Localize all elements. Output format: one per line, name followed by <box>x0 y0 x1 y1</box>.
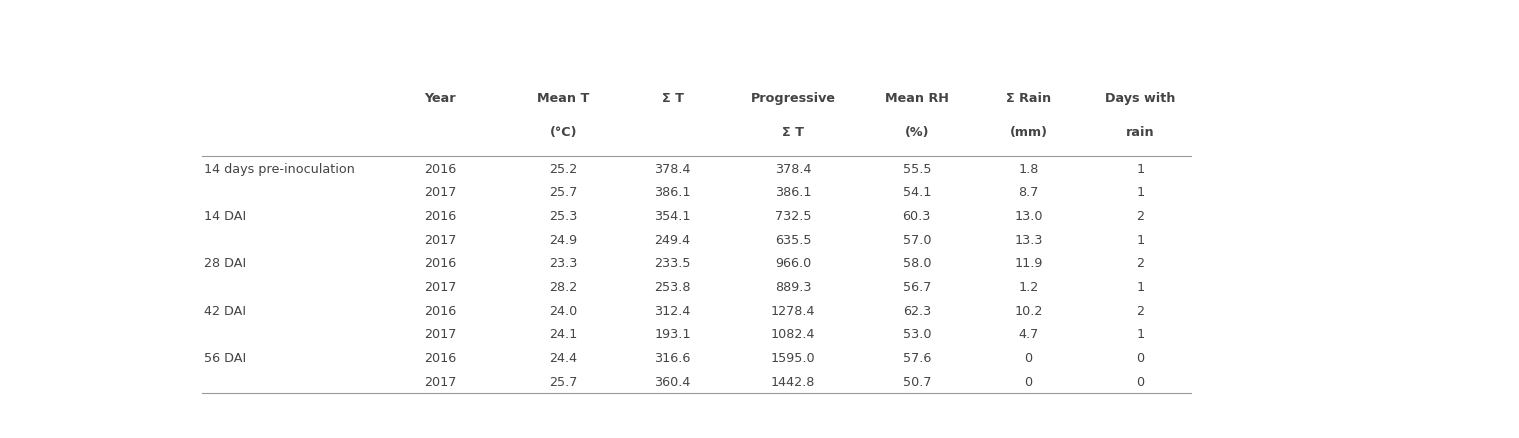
Text: 55.5: 55.5 <box>902 162 931 175</box>
Text: 635.5: 635.5 <box>775 233 811 246</box>
Text: 1.8: 1.8 <box>1018 162 1039 175</box>
Text: Days with: Days with <box>1106 92 1176 105</box>
Text: Mean T: Mean T <box>538 92 589 105</box>
Text: 732.5: 732.5 <box>775 210 811 223</box>
Text: 24.9: 24.9 <box>550 233 577 246</box>
Text: 193.1: 193.1 <box>655 328 691 341</box>
Text: 2016: 2016 <box>424 304 456 317</box>
Text: 56 DAI: 56 DAI <box>204 351 246 364</box>
Text: 24.0: 24.0 <box>550 304 577 317</box>
Text: 42 DAI: 42 DAI <box>204 304 246 317</box>
Text: 28.2: 28.2 <box>550 280 577 293</box>
Text: 50.7: 50.7 <box>902 375 931 388</box>
Text: 0: 0 <box>1136 351 1144 364</box>
Text: 1.2: 1.2 <box>1019 280 1039 293</box>
Text: 378.4: 378.4 <box>655 162 691 175</box>
Text: 386.1: 386.1 <box>775 186 811 199</box>
Text: 2: 2 <box>1136 210 1144 223</box>
Text: 2016: 2016 <box>424 162 456 175</box>
Text: 360.4: 360.4 <box>655 375 691 388</box>
Text: 2017: 2017 <box>424 280 457 293</box>
Text: 2: 2 <box>1136 304 1144 317</box>
Text: 966.0: 966.0 <box>775 257 811 270</box>
Text: (°C): (°C) <box>550 125 577 138</box>
Text: 13.0: 13.0 <box>1015 210 1044 223</box>
Text: 25.3: 25.3 <box>550 210 577 223</box>
Text: 312.4: 312.4 <box>655 304 691 317</box>
Text: 378.4: 378.4 <box>775 162 811 175</box>
Text: 1: 1 <box>1136 280 1144 293</box>
Text: 25.7: 25.7 <box>550 375 577 388</box>
Text: Σ Rain: Σ Rain <box>1006 92 1051 105</box>
Text: 25.7: 25.7 <box>550 186 577 199</box>
Text: 233.5: 233.5 <box>655 257 691 270</box>
Text: 62.3: 62.3 <box>902 304 931 317</box>
Text: 2016: 2016 <box>424 351 456 364</box>
Text: Σ T: Σ T <box>782 125 804 138</box>
Text: 14 days pre-inoculation: 14 days pre-inoculation <box>204 162 355 175</box>
Text: 386.1: 386.1 <box>655 186 691 199</box>
Text: 28 DAI: 28 DAI <box>204 257 246 270</box>
Text: 57.6: 57.6 <box>902 351 931 364</box>
Text: 1082.4: 1082.4 <box>772 328 816 341</box>
Text: 10.2: 10.2 <box>1015 304 1044 317</box>
Text: 0: 0 <box>1025 375 1033 388</box>
Text: 4.7: 4.7 <box>1019 328 1039 341</box>
Text: 24.1: 24.1 <box>550 328 577 341</box>
Text: 1442.8: 1442.8 <box>772 375 816 388</box>
Text: 1595.0: 1595.0 <box>770 351 816 364</box>
Text: 11.9: 11.9 <box>1015 257 1044 270</box>
Text: 13.3: 13.3 <box>1015 233 1044 246</box>
Text: 0: 0 <box>1025 351 1033 364</box>
Text: 57.0: 57.0 <box>902 233 931 246</box>
Text: 23.3: 23.3 <box>550 257 577 270</box>
Text: 1: 1 <box>1136 162 1144 175</box>
Text: 889.3: 889.3 <box>775 280 811 293</box>
Text: 56.7: 56.7 <box>902 280 931 293</box>
Text: (mm): (mm) <box>1010 125 1048 138</box>
Text: rain: rain <box>1126 125 1154 138</box>
Text: 2016: 2016 <box>424 257 456 270</box>
Text: 1278.4: 1278.4 <box>772 304 816 317</box>
Text: 316.6: 316.6 <box>655 351 691 364</box>
Text: 2017: 2017 <box>424 233 457 246</box>
Text: 1: 1 <box>1136 186 1144 199</box>
Text: 253.8: 253.8 <box>655 280 691 293</box>
Text: 2: 2 <box>1136 257 1144 270</box>
Text: 0: 0 <box>1136 375 1144 388</box>
Text: 2017: 2017 <box>424 186 457 199</box>
Text: 14 DAI: 14 DAI <box>204 210 246 223</box>
Text: 8.7: 8.7 <box>1018 186 1039 199</box>
Text: 54.1: 54.1 <box>902 186 931 199</box>
Text: 60.3: 60.3 <box>902 210 931 223</box>
Text: Σ T: Σ T <box>662 92 684 105</box>
Text: 1: 1 <box>1136 328 1144 341</box>
Text: (%): (%) <box>904 125 930 138</box>
Text: Progressive: Progressive <box>750 92 835 105</box>
Text: 1: 1 <box>1136 233 1144 246</box>
Text: 58.0: 58.0 <box>902 257 931 270</box>
Text: 24.4: 24.4 <box>550 351 577 364</box>
Text: 354.1: 354.1 <box>655 210 691 223</box>
Text: 53.0: 53.0 <box>902 328 931 341</box>
Text: 2017: 2017 <box>424 328 457 341</box>
Text: 249.4: 249.4 <box>655 233 691 246</box>
Text: Mean RH: Mean RH <box>886 92 949 105</box>
Text: 25.2: 25.2 <box>550 162 577 175</box>
Text: 2017: 2017 <box>424 375 457 388</box>
Text: 2016: 2016 <box>424 210 456 223</box>
Text: Year: Year <box>424 92 456 105</box>
